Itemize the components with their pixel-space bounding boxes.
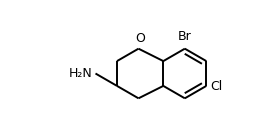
Text: Br: Br [178, 30, 192, 43]
Text: O: O [136, 32, 145, 45]
Text: Cl: Cl [210, 80, 222, 93]
Text: H₂N: H₂N [69, 67, 92, 80]
